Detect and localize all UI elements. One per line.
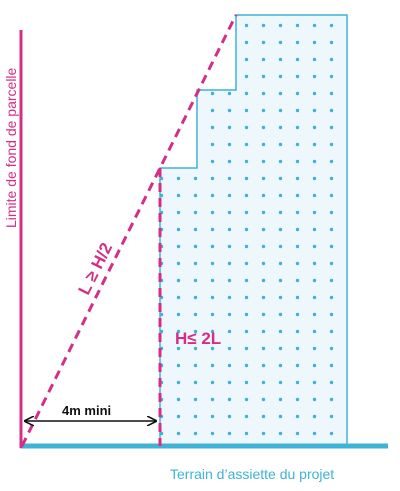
min-distance-label: 4m mini <box>62 403 111 418</box>
boundary-label: Limite de fond de parcelle <box>3 67 19 228</box>
ground-label: Terrain d’assiette du projet <box>170 466 334 482</box>
prospect-diagonal-line <box>20 14 238 447</box>
building-dot-pattern <box>160 15 347 446</box>
height-rule-label: H≤ 2L <box>175 329 221 348</box>
